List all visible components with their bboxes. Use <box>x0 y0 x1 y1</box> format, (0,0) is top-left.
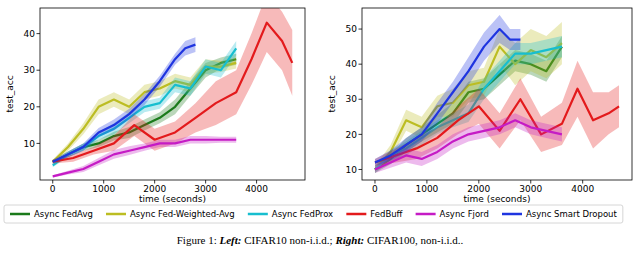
y-tick <box>37 70 41 71</box>
caption-label: Figure 1: <box>177 234 217 246</box>
x-tick-label: 1000 <box>92 184 115 194</box>
y-tick <box>359 134 363 135</box>
legend-swatch <box>10 213 30 216</box>
y-tick <box>37 33 41 34</box>
caption-text: CIFAR10 non-i.i.d.; <box>244 234 332 246</box>
x-axis-label: time (seconds) <box>463 194 530 204</box>
error-band <box>53 37 196 163</box>
x-tick <box>374 180 375 184</box>
y-tick <box>37 143 41 144</box>
y-tick <box>359 99 363 100</box>
y-tick-label: 10 <box>346 165 358 175</box>
x-tick-label: 4000 <box>571 184 594 194</box>
chart: 10 20 30 40 50 0 1000 2000 3000 4000 time (seconds… <box>327 8 632 204</box>
x-tick-label: 3000 <box>519 184 542 194</box>
x-tick-label: 2000 <box>143 184 166 194</box>
x-axis-label: time (seconds) <box>139 194 206 204</box>
y-tick-label: 10 <box>24 139 36 149</box>
y-tick-label: 20 <box>346 130 358 140</box>
x-tick <box>103 180 104 184</box>
x-tick <box>582 180 583 184</box>
legend-box <box>4 205 623 223</box>
x-tick <box>478 180 479 184</box>
y-tick-label: 40 <box>24 29 36 39</box>
legend-label: Async Fed-Weighted-Avg <box>130 209 235 219</box>
legend-swatch <box>502 213 522 216</box>
x-tick <box>530 180 531 184</box>
error-band <box>53 136 236 177</box>
legend-label: Async Fjord <box>440 209 489 219</box>
y-tick <box>359 64 363 65</box>
error-band <box>375 15 520 166</box>
x-tick <box>154 180 155 184</box>
legend-swatch <box>346 213 366 216</box>
x-tick-label: 0 <box>372 184 378 194</box>
caption-text: CIFAR100, non-i.i.d.. <box>367 234 464 246</box>
plot-frame <box>40 8 305 180</box>
y-tick-label: 40 <box>346 59 358 69</box>
y-tick <box>37 106 41 107</box>
legend-label: Async FedProx <box>272 209 333 219</box>
y-axis-label: test_acc <box>327 75 337 112</box>
x-tick-label: 4000 <box>245 184 268 194</box>
y-tick-label: 20 <box>24 102 36 112</box>
legend-swatch <box>248 213 268 216</box>
x-tick-label: 0 <box>50 184 56 194</box>
x-tick <box>426 180 427 184</box>
legend: Async FedAvg Async Fed-Weighted-Avg Async … <box>4 205 623 223</box>
x-tick-label: 1000 <box>415 184 438 194</box>
caption: Figure 1: Left: CIFAR10 non-i.i.d.; Righ… <box>177 234 464 246</box>
caption-tag: Left: <box>219 234 242 246</box>
plot-area <box>375 15 619 173</box>
chart: 10 20 30 40 0 1000 2000 3000 4000 time (seconds) t… <box>5 0 305 204</box>
x-tick <box>205 180 206 184</box>
y-tick-label: 30 <box>24 65 36 75</box>
y-tick-label: 30 <box>346 94 358 104</box>
x-tick-label: 2000 <box>467 184 490 194</box>
series-line <box>53 45 196 162</box>
plot-area <box>53 8 293 177</box>
y-axis-label: test_acc <box>5 75 15 112</box>
legend-swatch <box>416 213 436 216</box>
x-tick <box>52 180 53 184</box>
series-line <box>375 29 520 162</box>
legend-swatch <box>106 213 126 216</box>
plot-frame <box>362 8 632 180</box>
x-tick <box>256 180 257 184</box>
figure: 10 20 30 40 0 1000 2000 3000 4000 time (seconds) t… <box>0 0 640 258</box>
legend-label: Async Smart Dropout <box>526 209 617 219</box>
caption-tag: Right: <box>334 234 364 246</box>
legend-label: FedBuff <box>370 209 403 219</box>
x-tick-label: 3000 <box>194 184 217 194</box>
y-tick-label: 50 <box>346 24 358 34</box>
y-tick <box>359 29 363 30</box>
y-tick <box>359 169 363 170</box>
legend-label: Async FedAvg <box>34 209 93 219</box>
